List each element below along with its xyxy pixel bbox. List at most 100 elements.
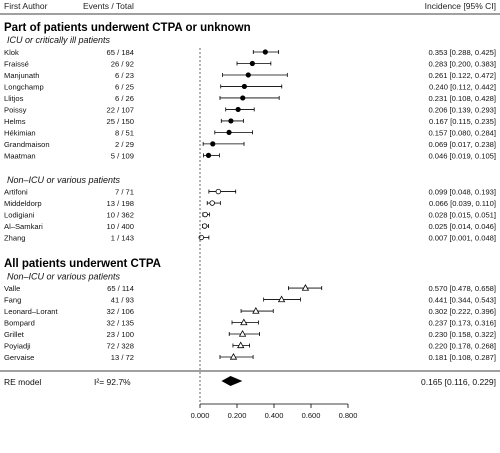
study-author: Poyiadji [4, 342, 31, 351]
study-author: Longchamp [4, 82, 44, 91]
point-estimate-marker [301, 284, 310, 291]
subgroup-title: Non–ICU or various patients [7, 271, 121, 281]
header-events: Events / Total [83, 1, 134, 11]
study-ci: 0.066 [0.039, 0.110] [429, 199, 496, 208]
re-model-i2: I²= 92.7% [94, 377, 131, 387]
point-estimate-marker [198, 234, 204, 241]
study-ci: 0.302 [0.222, 0.396] [428, 307, 496, 316]
study-events: 22 / 107 [107, 105, 134, 114]
study-author: Middeldorp [4, 199, 42, 208]
study-ci: 0.181 [0.108, 0.287] [428, 353, 496, 362]
section-title: All patients underwent CTPA [4, 258, 161, 270]
point-estimate-marker [210, 141, 216, 147]
study-events: 8 / 51 [115, 128, 134, 137]
study-author: Fraissé [4, 59, 29, 68]
point-estimate-marker [201, 223, 208, 229]
study-events: 6 / 23 [115, 71, 134, 80]
study-ci: 0.441 [0.344, 0.543] [428, 296, 496, 305]
study-ci: 0.230 [0.158, 0.322] [428, 330, 496, 339]
point-estimate-marker [238, 329, 247, 337]
study-ci: 0.007 [0.001, 0.048] [428, 234, 496, 243]
study-author: Zhang [4, 234, 26, 243]
study-ci: 0.240 [0.112, 0.442] [429, 82, 496, 91]
study-author: Helms [4, 117, 26, 126]
point-estimate-marker [209, 200, 215, 206]
study-events: 72 / 328 [107, 342, 134, 351]
point-estimate-marker [240, 95, 246, 101]
study-events: 2 / 29 [115, 140, 134, 149]
point-estimate-marker [226, 129, 232, 136]
study-author: Gervaise [4, 353, 34, 362]
re-model-ci: 0.165 [0.116, 0.229] [421, 377, 496, 387]
study-events: 41 / 93 [111, 296, 134, 305]
subgroup-title: ICU or critically ill patients [7, 35, 111, 45]
x-tick-label: 0.800 [339, 411, 358, 420]
study-author: Fang [4, 296, 21, 305]
study-ci: 0.099 [0.048, 0.193] [428, 188, 496, 197]
study-events: 26 / 92 [111, 59, 134, 68]
study-events: 25 / 150 [107, 117, 134, 126]
x-tick-label: 0.000 [191, 411, 210, 420]
study-author: Leonard–Lorant [4, 307, 59, 316]
study-ci: 0.231 [0.108, 0.428] [428, 94, 496, 103]
header-incidence: Incidence [95% CI] [425, 1, 496, 11]
study-events: 10 / 362 [107, 211, 134, 220]
point-estimate-marker [245, 72, 251, 78]
section-title: Part of patients underwent CTPA or unkno… [4, 22, 251, 34]
study-ci: 0.220 [0.178, 0.268] [428, 342, 496, 351]
study-events: 5 / 109 [111, 151, 134, 160]
study-author: Grillet [4, 330, 25, 339]
study-rows: Part of patients underwent CTPA or unkno… [4, 22, 496, 404]
point-estimate-marker [202, 211, 208, 218]
re-model-diamond [221, 376, 243, 386]
study-author: Poissy [4, 105, 27, 114]
study-author: Valle [4, 284, 20, 293]
point-estimate-marker [235, 106, 241, 113]
study-author: Artifoni [4, 188, 28, 197]
x-tick-label: 0.600 [302, 411, 321, 420]
subgroup-title: Non–ICU or various patients [7, 175, 121, 185]
study-author: Maatman [4, 151, 36, 160]
study-ci: 0.069 [0.017, 0.238] [428, 140, 496, 149]
study-events: 32 / 106 [107, 307, 134, 316]
study-ci: 0.261 [0.122, 0.472] [428, 71, 496, 80]
study-author: Llitjos [4, 94, 24, 103]
study-ci: 0.353 [0.288, 0.425] [428, 48, 496, 57]
study-ci: 0.206 [0.139, 0.293] [428, 105, 496, 114]
point-estimate-marker [240, 318, 248, 326]
study-author: Al–Samkari [4, 222, 43, 231]
study-ci: 0.283 [0.200, 0.383] [428, 59, 496, 68]
x-tick-label: 0.400 [265, 411, 284, 420]
study-ci: 0.570 [0.478, 0.658] [428, 284, 496, 293]
study-ci: 0.167 [0.115, 0.235] [429, 117, 496, 126]
study-ci: 0.157 [0.080, 0.284] [428, 128, 496, 137]
study-events: 6 / 26 [115, 94, 134, 103]
study-ci: 0.025 [0.014, 0.046] [428, 222, 496, 231]
point-estimate-marker [262, 49, 268, 55]
study-events: 65 / 114 [107, 284, 134, 293]
study-events: 7 / 71 [115, 188, 134, 197]
study-ci: 0.046 [0.019, 0.105] [428, 151, 496, 160]
study-events: 1 / 143 [111, 234, 134, 243]
study-author: Manjunath [4, 71, 39, 80]
x-axis: 0.000 0.200 0.400 0.600 0.800 [191, 403, 358, 420]
study-events: 65 / 184 [107, 48, 134, 57]
re-model-label: RE model [4, 377, 41, 387]
study-events: 6 / 25 [115, 82, 134, 91]
point-estimate-marker [229, 352, 238, 360]
point-estimate-marker [205, 152, 212, 158]
point-estimate-marker [249, 60, 255, 67]
study-author: Hékimian [4, 128, 36, 137]
point-estimate-marker [237, 341, 245, 349]
x-tick-label: 0.200 [228, 411, 247, 420]
point-estimate-marker [228, 118, 234, 124]
study-ci: 0.237 [0.173, 0.316] [428, 319, 496, 328]
study-events: 32 / 135 [107, 319, 134, 328]
point-estimate-marker [241, 83, 247, 90]
point-estimate-marker [277, 295, 286, 303]
header-author: First Author [4, 1, 48, 11]
study-events: 13 / 198 [107, 199, 134, 208]
point-estimate-marker [215, 188, 222, 195]
point-estimate-marker [252, 307, 260, 314]
